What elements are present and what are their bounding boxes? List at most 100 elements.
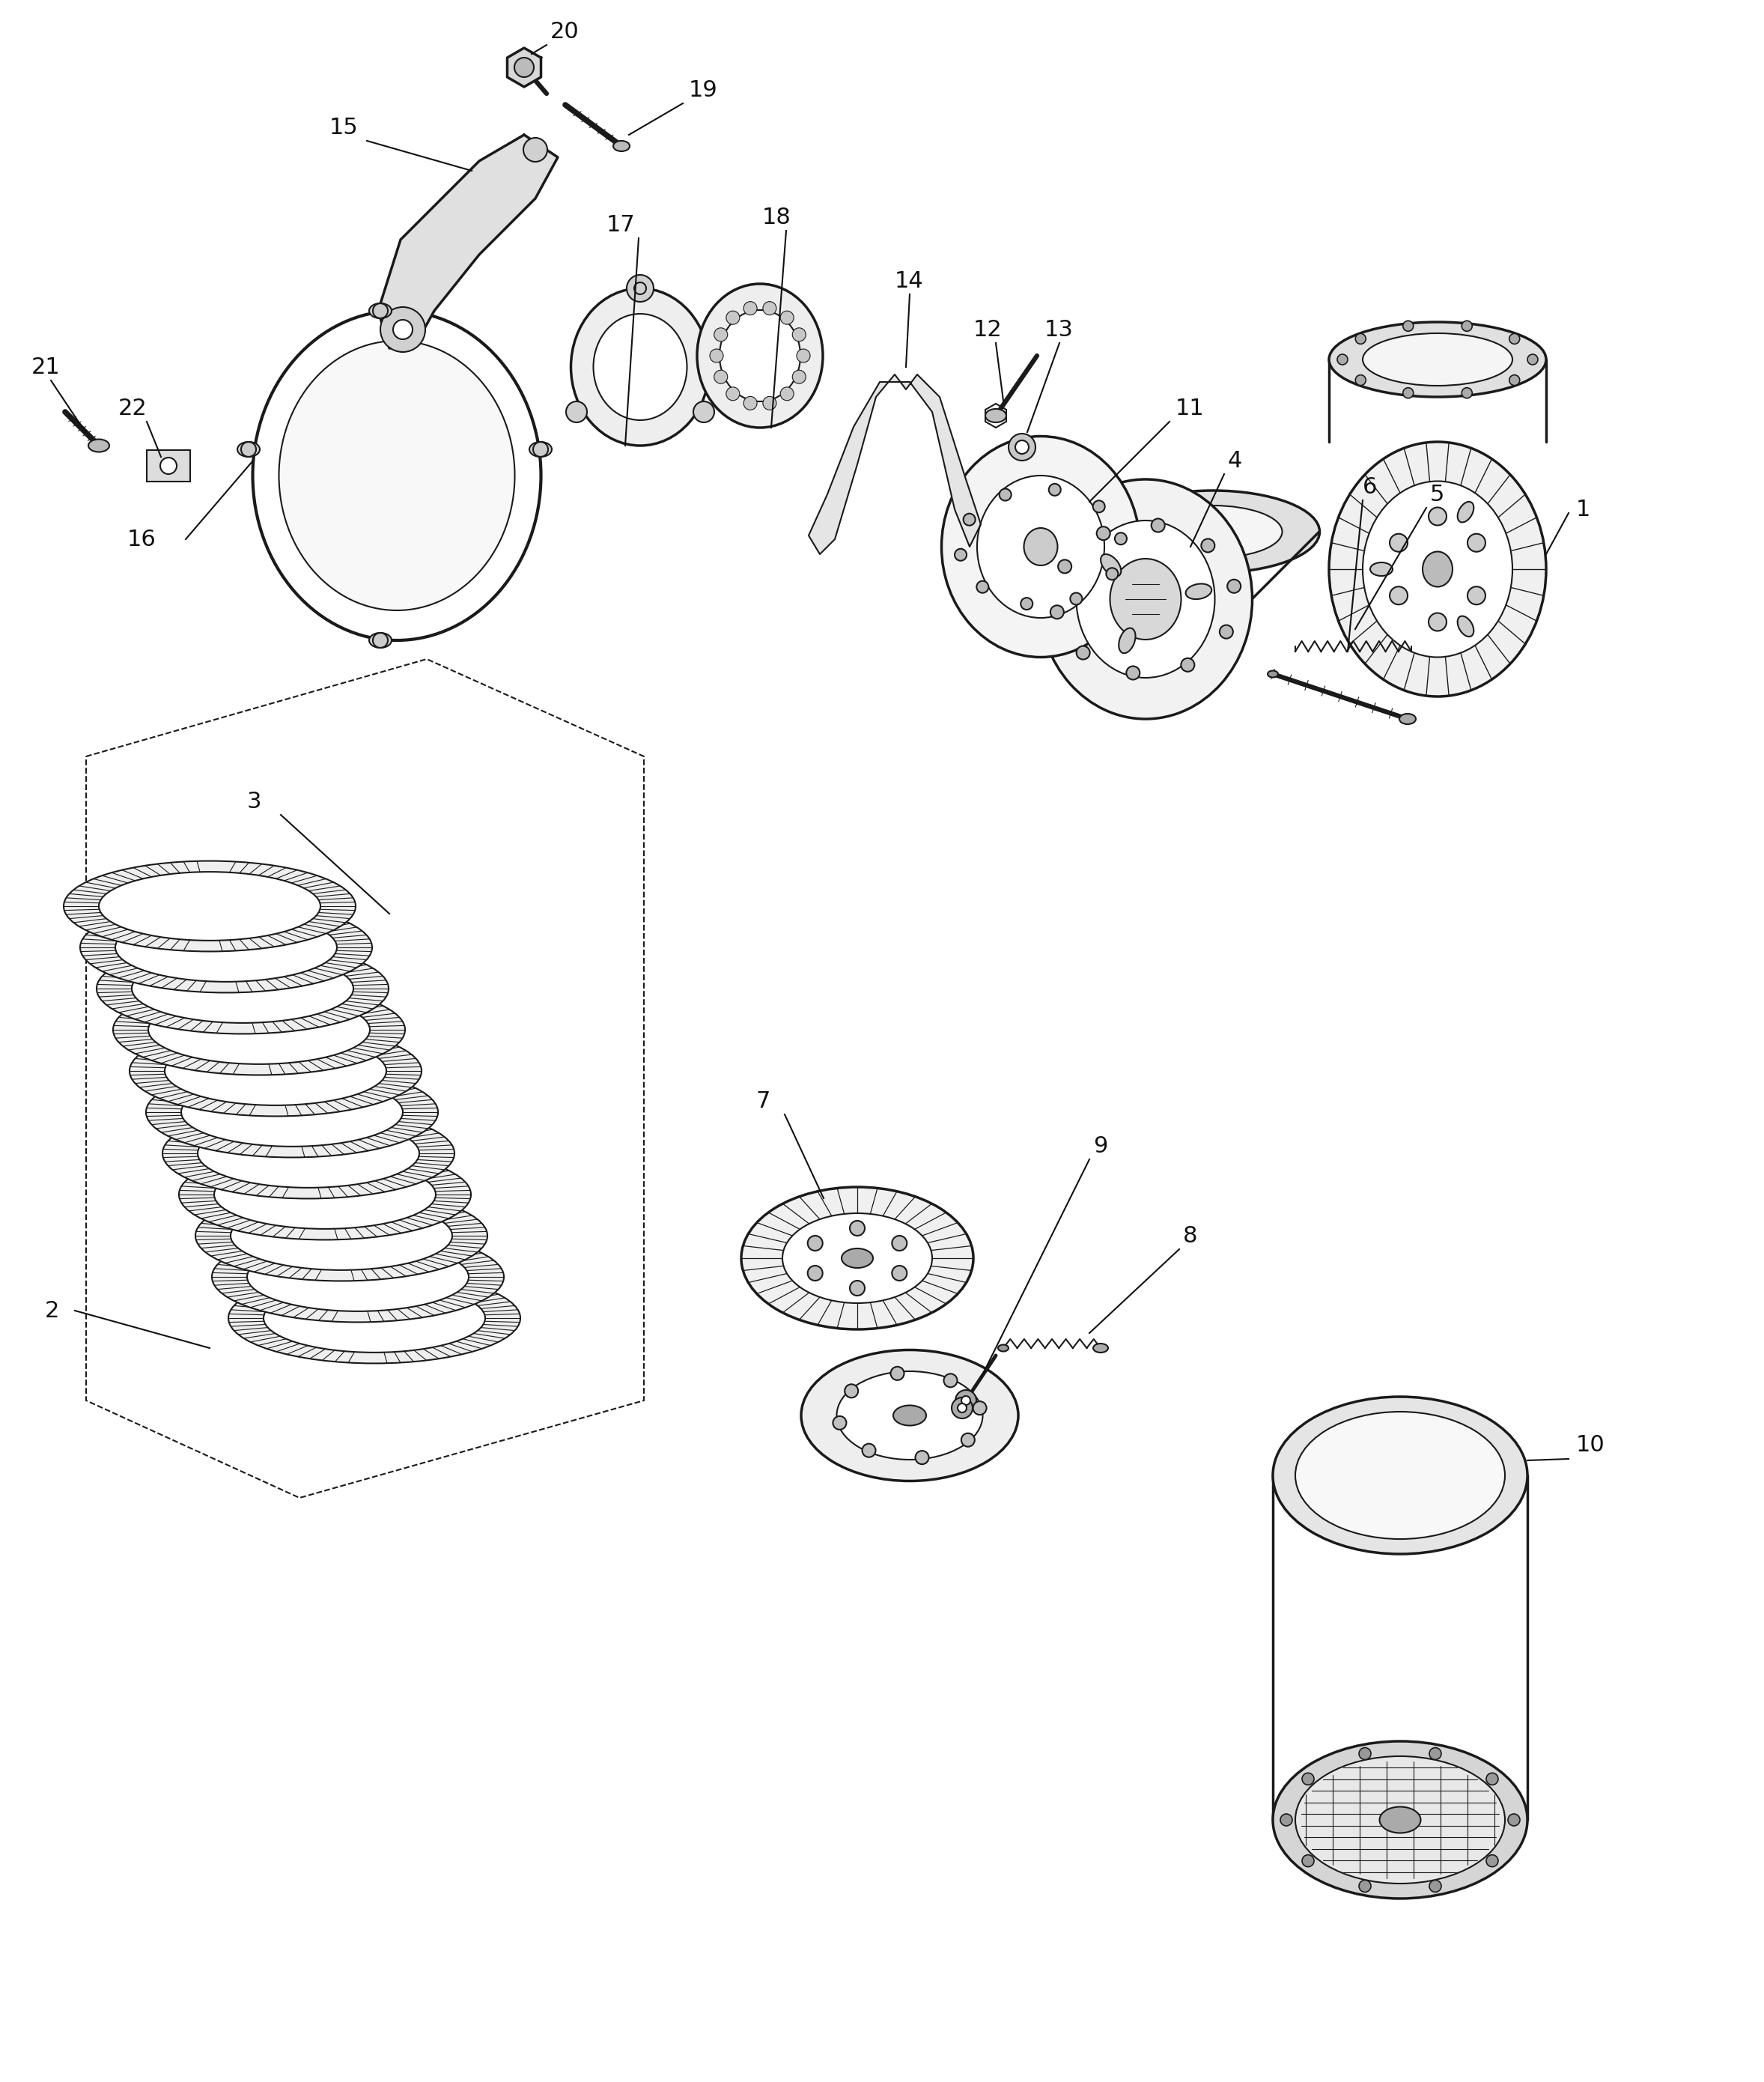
- Circle shape: [863, 1443, 875, 1457]
- Ellipse shape: [1362, 481, 1512, 658]
- Text: 20: 20: [550, 21, 579, 42]
- Text: 13: 13: [1044, 319, 1074, 339]
- Text: 4: 4: [1228, 450, 1242, 471]
- Circle shape: [1058, 560, 1071, 573]
- Circle shape: [850, 1280, 864, 1295]
- Ellipse shape: [977, 475, 1104, 618]
- Circle shape: [1016, 441, 1028, 454]
- Circle shape: [381, 306, 425, 352]
- Ellipse shape: [1274, 1397, 1528, 1553]
- Circle shape: [1508, 1813, 1521, 1826]
- Circle shape: [1429, 1747, 1441, 1759]
- Text: 1: 1: [1575, 498, 1591, 520]
- Circle shape: [780, 387, 794, 400]
- Circle shape: [961, 1432, 975, 1447]
- Ellipse shape: [113, 985, 406, 1074]
- Circle shape: [1097, 527, 1110, 539]
- Circle shape: [1228, 579, 1240, 593]
- Circle shape: [1468, 533, 1485, 552]
- Circle shape: [961, 1397, 970, 1405]
- Circle shape: [833, 1416, 847, 1430]
- Ellipse shape: [247, 1243, 469, 1312]
- Circle shape: [1510, 375, 1521, 385]
- Ellipse shape: [1101, 554, 1122, 577]
- Ellipse shape: [1328, 323, 1545, 398]
- Polygon shape: [508, 48, 542, 87]
- Circle shape: [762, 396, 776, 410]
- Text: 17: 17: [607, 214, 635, 235]
- Ellipse shape: [1362, 333, 1512, 385]
- Ellipse shape: [196, 1191, 487, 1280]
- Ellipse shape: [97, 943, 388, 1035]
- Ellipse shape: [1023, 529, 1058, 566]
- Ellipse shape: [1295, 1757, 1505, 1884]
- Circle shape: [1429, 508, 1446, 525]
- Circle shape: [626, 275, 654, 302]
- Circle shape: [808, 1237, 822, 1251]
- Circle shape: [1021, 598, 1032, 610]
- Text: 21: 21: [32, 356, 60, 377]
- Ellipse shape: [1457, 502, 1473, 523]
- Text: 19: 19: [688, 79, 718, 100]
- Ellipse shape: [1039, 479, 1252, 718]
- Ellipse shape: [263, 1285, 485, 1353]
- Circle shape: [727, 310, 739, 325]
- Circle shape: [1390, 533, 1408, 552]
- Text: 10: 10: [1575, 1434, 1605, 1455]
- Circle shape: [1152, 518, 1164, 533]
- Circle shape: [1429, 612, 1446, 631]
- Ellipse shape: [279, 341, 515, 610]
- Text: 12: 12: [974, 319, 1002, 339]
- Circle shape: [1355, 375, 1365, 385]
- Ellipse shape: [741, 1187, 974, 1328]
- Circle shape: [1462, 321, 1473, 331]
- Ellipse shape: [1371, 562, 1392, 577]
- Text: 18: 18: [762, 206, 792, 229]
- Circle shape: [1050, 483, 1060, 496]
- Ellipse shape: [99, 872, 321, 941]
- Circle shape: [524, 137, 547, 162]
- Text: 14: 14: [894, 271, 924, 291]
- Text: 5: 5: [1431, 483, 1445, 506]
- Circle shape: [1106, 568, 1118, 581]
- Circle shape: [1071, 593, 1081, 604]
- Ellipse shape: [162, 1108, 455, 1199]
- Ellipse shape: [1106, 491, 1319, 573]
- Circle shape: [1402, 387, 1413, 398]
- Ellipse shape: [893, 1405, 926, 1426]
- Circle shape: [1528, 354, 1538, 364]
- Text: 11: 11: [1175, 398, 1205, 418]
- Circle shape: [977, 581, 988, 593]
- Text: 6: 6: [1362, 477, 1378, 498]
- Ellipse shape: [801, 1349, 1018, 1480]
- Circle shape: [893, 1237, 907, 1251]
- Ellipse shape: [146, 1066, 437, 1158]
- Ellipse shape: [182, 1078, 402, 1147]
- Circle shape: [850, 1220, 864, 1237]
- Ellipse shape: [572, 287, 709, 446]
- Circle shape: [998, 489, 1011, 500]
- Circle shape: [693, 402, 714, 423]
- Ellipse shape: [1076, 520, 1215, 679]
- Ellipse shape: [228, 1272, 520, 1364]
- Ellipse shape: [1328, 441, 1545, 697]
- Circle shape: [1468, 587, 1485, 604]
- Circle shape: [1201, 539, 1215, 552]
- Ellipse shape: [1422, 552, 1452, 587]
- Circle shape: [1337, 354, 1348, 364]
- Ellipse shape: [1094, 1343, 1108, 1353]
- Circle shape: [709, 350, 723, 362]
- Circle shape: [780, 310, 794, 325]
- Circle shape: [1115, 533, 1127, 545]
- Circle shape: [1390, 587, 1408, 604]
- Ellipse shape: [79, 902, 372, 993]
- Ellipse shape: [132, 954, 353, 1022]
- Circle shape: [1180, 658, 1194, 672]
- Text: 22: 22: [118, 398, 148, 418]
- Text: 15: 15: [330, 117, 358, 137]
- Circle shape: [1302, 1774, 1314, 1784]
- Ellipse shape: [1268, 670, 1279, 677]
- Ellipse shape: [998, 1345, 1009, 1351]
- Circle shape: [1487, 1774, 1498, 1784]
- Circle shape: [792, 327, 806, 341]
